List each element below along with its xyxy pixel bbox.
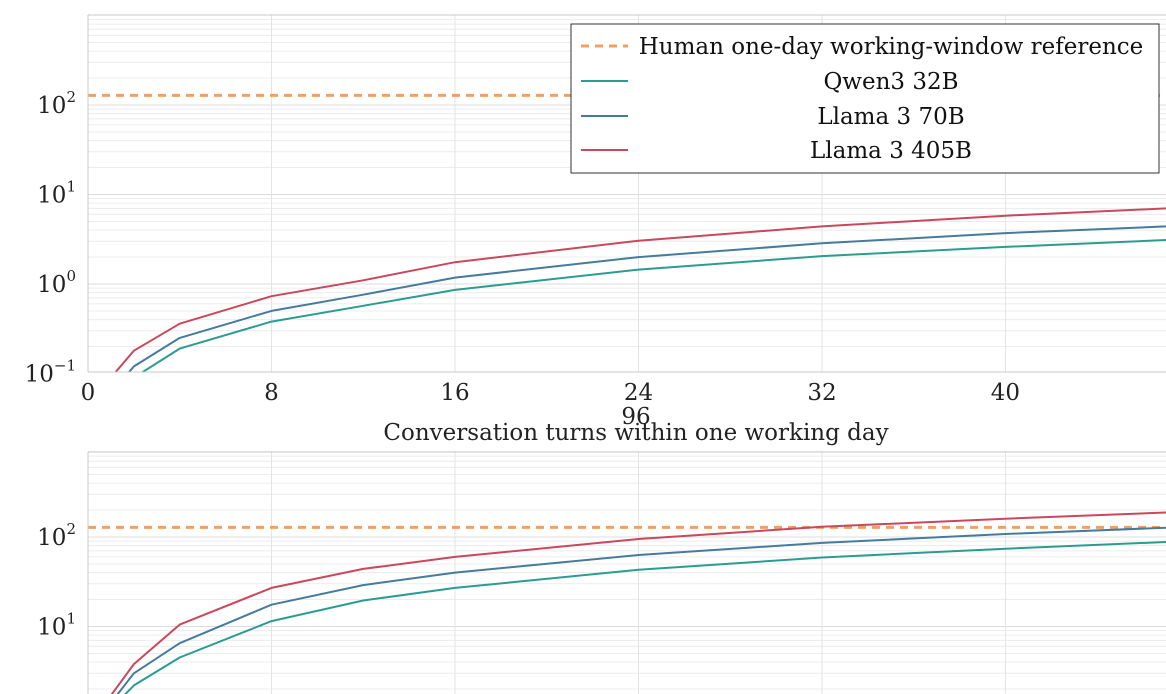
top-y-tick-label: 101	[37, 178, 76, 209]
top-x-tick-extra: 96	[621, 404, 650, 430]
bottom-y-tick-label: 102	[37, 520, 76, 551]
bottom-series-group	[88, 511, 1166, 694]
bottom-panel: 102 101	[37, 451, 1166, 694]
legend-entry-llama3-70b: Llama 3 70B	[581, 104, 965, 130]
top-y-tick-label: 100	[37, 267, 76, 298]
top-panel: 102 101 100 10−1 0 8 16 24 32 40 96 Conversation…	[25, 14, 1166, 446]
top-y-ticks: 102 101 100 10−1	[25, 88, 76, 388]
top-series-llama-3-405b	[114, 207, 1166, 372]
bottom-series-qwen3-32b	[124, 541, 1166, 694]
top-x-axis-label: Conversation turns within one working da…	[383, 420, 888, 446]
bottom-y-ticks: 102 101	[37, 520, 76, 641]
legend-label-llama3-70b: Llama 3 70B	[817, 104, 964, 130]
top-x-tick-label: 0	[81, 380, 96, 406]
top-x-tick-label: 40	[991, 380, 1020, 406]
top-x-tick-label: 32	[807, 380, 836, 406]
bottom-series-llama-3-405b	[110, 511, 1166, 694]
top-series-qwen3-32b	[140, 239, 1166, 372]
bottom-series-llama-3-70b	[116, 526, 1166, 694]
top-x-ticks: 0 8 16 24 32 40	[81, 380, 1020, 406]
legend-box	[570, 23, 1160, 174]
legend-entry-llama3-405b: Llama 3 405B	[581, 138, 972, 164]
top-y-tick-label: 102	[37, 88, 76, 119]
bottom-y-tick-label: 101	[37, 610, 76, 641]
top-y-tick-label: 10−1	[25, 357, 76, 388]
legend-entry-qwen3-32b: Qwen3 32B	[581, 69, 959, 95]
legend-label-reference: Human one-day working-window reference	[639, 34, 1144, 60]
legend-label-llama3-405b: Llama 3 405B	[810, 138, 972, 164]
top-x-tick-label: 24	[624, 380, 653, 406]
legend-entry-reference: Human one-day working-window reference	[581, 34, 1143, 60]
top-x-tick-label: 16	[440, 380, 469, 406]
legend: Human one-day working-window reference Q…	[570, 23, 1160, 174]
top-x-tick-label: 8	[264, 380, 279, 406]
legend-label-qwen3-32b: Qwen3 32B	[823, 69, 958, 95]
top-series-llama-3-70b	[127, 225, 1166, 372]
